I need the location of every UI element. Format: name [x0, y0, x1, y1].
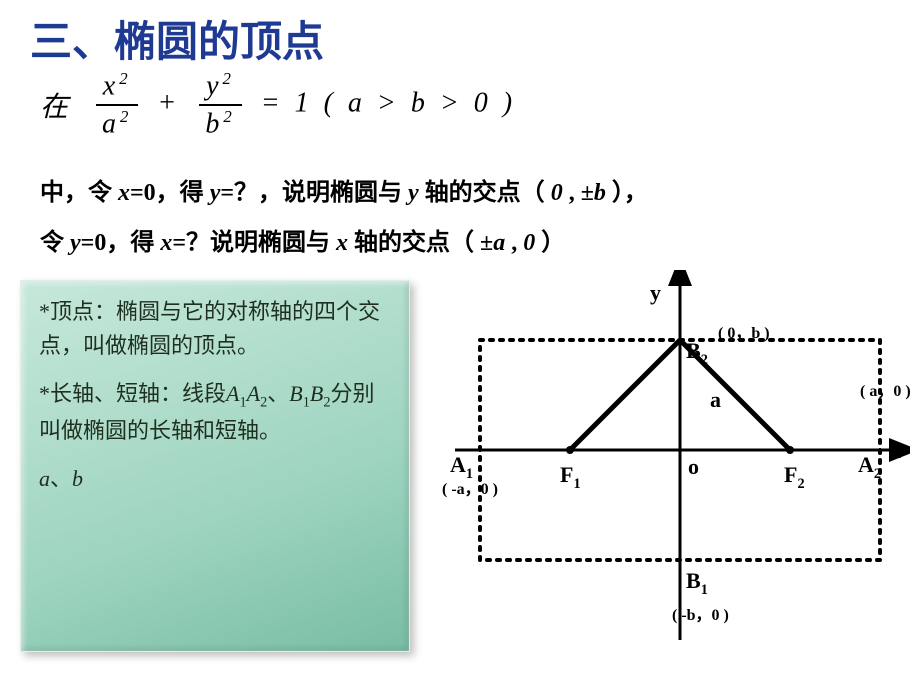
eq-prefix: 在 [40, 85, 68, 125]
svg-text:( 0，b ): ( 0，b ) [718, 325, 770, 342]
svg-text:( -b，0 ): ( -b，0 ) [672, 607, 729, 624]
vertex-definition: *顶点：椭圆与它的对称轴的四个交点，叫做椭圆的顶点。 [39, 295, 391, 363]
svg-text:F1: F1 [560, 462, 581, 492]
svg-text:a: a [710, 387, 721, 412]
svg-text:B1: B1 [686, 568, 708, 598]
svg-text:( a，0 ): ( a，0 ) [860, 383, 910, 400]
fraction-y: y2 b2 [199, 70, 241, 140]
semi-axis-definition: a、b [39, 462, 391, 496]
equation-line: 在 x2 a2 + y2 b2 = 1 ( a > b > 0 ) [40, 70, 516, 140]
svg-text:x: x [890, 438, 901, 463]
svg-text:o: o [688, 454, 699, 479]
svg-text:( -a，0 ): ( -a，0 ) [442, 481, 498, 498]
fraction-x: x2 a2 [96, 70, 138, 140]
svg-text:A1: A1 [450, 452, 473, 482]
ellipse-equation: x2 a2 + y2 b2 = 1 ( a > b > 0 ) [88, 70, 516, 140]
plus-sign: + [157, 88, 180, 119]
svg-text:y: y [650, 280, 661, 305]
svg-text:A2: A2 [858, 452, 881, 482]
svg-text:B2: B2 [686, 338, 708, 368]
section-title: 三、椭圆的顶点 [30, 8, 324, 69]
x-axis-intercept-line: 令 y=0，得 x=？说明椭圆与 x 轴的交点（ ±a , 0 ） [40, 222, 565, 257]
svg-text:F2: F2 [784, 462, 805, 492]
eq-tail: = 1 ( a > b > 0 ) [261, 88, 516, 119]
definition-box: *顶点：椭圆与它的对称轴的四个交点，叫做椭圆的顶点。 *长轴、短轴：线段A1A2… [20, 280, 410, 652]
ellipse-diagram: y x o B2 ( 0，b ) a A1( -a，0 ) A2 ( a，0 ) F1 F2 B1 ( … [420, 270, 910, 670]
axis-definition: *长轴、短轴：线段A1A2、B1B2分别叫做椭圆的长轴和短轴。 [39, 377, 391, 448]
y-axis-intercept-line: 中，令 x=0，得 y=？，说明椭圆与 y 轴的交点（ 0 , ±b ）， [40, 172, 648, 207]
